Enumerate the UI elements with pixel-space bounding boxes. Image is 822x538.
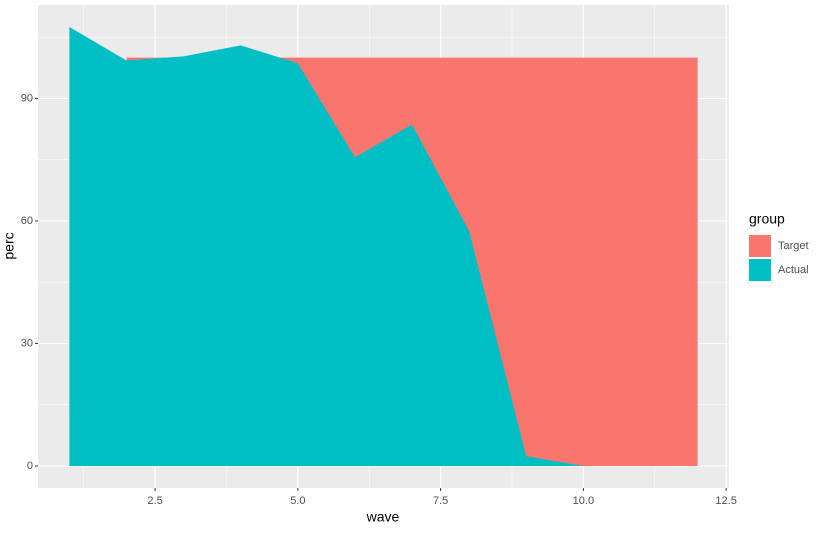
legend-label: Target xyxy=(778,240,809,252)
legend-title: group xyxy=(749,211,785,227)
y-tick-label: 30 xyxy=(21,337,33,349)
legend-key xyxy=(749,235,771,257)
y-tick-label: 0 xyxy=(27,460,33,472)
x-tick-label: 2.5 xyxy=(147,495,162,507)
legend-label: Actual xyxy=(778,264,809,276)
x-axis-title: wave xyxy=(366,509,400,525)
y-tick-label: 60 xyxy=(21,215,33,227)
y-tick-label: 90 xyxy=(21,92,33,104)
x-tick-label: 10.0 xyxy=(573,495,594,507)
y-axis-title: perc xyxy=(1,232,17,259)
x-tick-label: 12.5 xyxy=(715,495,736,507)
x-tick-label: 5.0 xyxy=(290,495,305,507)
legend-key xyxy=(749,259,771,281)
x-tick-label: 7.5 xyxy=(433,495,448,507)
area xyxy=(69,26,698,467)
